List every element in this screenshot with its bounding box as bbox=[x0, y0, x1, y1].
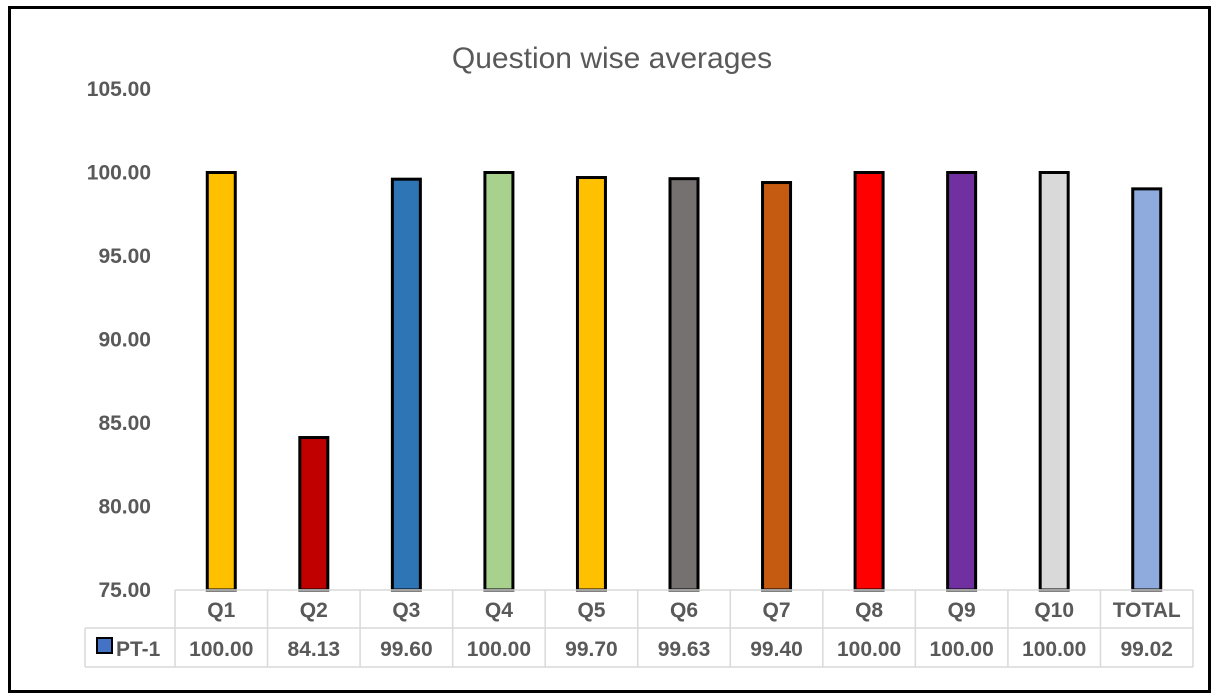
category-label: Q4 bbox=[485, 599, 513, 622]
bar-q7 bbox=[761, 181, 793, 592]
bar-q10 bbox=[1038, 171, 1070, 592]
category-label: Q8 bbox=[855, 599, 883, 622]
data-label: 99.02 bbox=[1120, 638, 1173, 661]
category-label: Q9 bbox=[948, 599, 976, 622]
y-tick-label: 85.00 bbox=[98, 412, 151, 435]
y-axis: 75.00 80.00 85.00 90.00 95.00 100.00 105.00 bbox=[87, 78, 151, 602]
y-tick-label: 95.00 bbox=[98, 245, 151, 268]
y-tick-label: 105.00 bbox=[87, 78, 151, 101]
data-label: 100.00 bbox=[189, 638, 253, 661]
bar-q1 bbox=[205, 171, 237, 592]
bar-total bbox=[1131, 187, 1163, 592]
bar-q6 bbox=[668, 177, 700, 592]
category-label: Q1 bbox=[207, 599, 235, 622]
category-label: Q10 bbox=[1034, 599, 1074, 622]
data-label: 99.60 bbox=[380, 638, 433, 661]
data-label: 99.63 bbox=[658, 638, 711, 661]
y-tick-label: 100.00 bbox=[87, 162, 151, 185]
legend-swatch bbox=[96, 637, 113, 654]
data-label: 100.00 bbox=[837, 638, 901, 661]
category-label: Q7 bbox=[763, 599, 791, 622]
category-label: Q5 bbox=[577, 599, 605, 622]
legend-label: PT-1 bbox=[116, 638, 161, 661]
data-label: 100.00 bbox=[1022, 638, 1086, 661]
y-tick-label: 90.00 bbox=[98, 329, 151, 352]
category-label: Q6 bbox=[670, 599, 698, 622]
y-tick-label: 80.00 bbox=[98, 496, 151, 519]
bar-q4 bbox=[483, 171, 515, 592]
bar-q8 bbox=[853, 171, 885, 592]
chart-title: Question wise averages bbox=[452, 42, 772, 75]
category-label: Q2 bbox=[300, 599, 328, 622]
bar-q9 bbox=[946, 171, 978, 592]
category-label: Q3 bbox=[392, 599, 420, 622]
bar-q5 bbox=[575, 176, 607, 592]
data-label: 99.40 bbox=[750, 638, 803, 661]
data-label: 99.70 bbox=[565, 638, 618, 661]
data-table: Q1 100.00 Q2 84.13 Q3 99.60 Q4 100.00 Q5 99.70 Q6 9… bbox=[84, 589, 1194, 668]
data-label: 84.13 bbox=[288, 638, 341, 661]
data-label: 100.00 bbox=[467, 638, 531, 661]
bar-q2 bbox=[298, 436, 330, 592]
category-label: TOTAL bbox=[1113, 599, 1181, 622]
data-label: 100.00 bbox=[930, 638, 994, 661]
y-tick-label: 75.00 bbox=[98, 579, 151, 602]
bar-q3 bbox=[390, 177, 422, 592]
bars bbox=[205, 171, 1163, 592]
